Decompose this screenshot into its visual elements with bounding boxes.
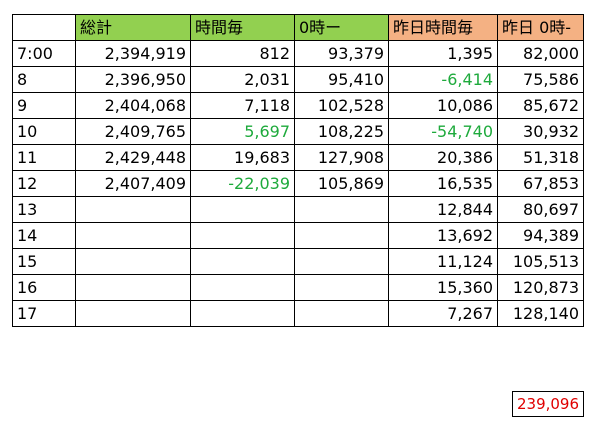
row-label-cell[interactable]: 13 <box>12 196 76 223</box>
yesterday-from-zero-cell[interactable]: 120,873 <box>497 274 584 301</box>
data-table: 総計 時間毎 0時ー 昨日時間毎 昨日 0時- 7:00 2,394,919 812… <box>12 14 584 327</box>
row-label-cell[interactable]: 8 <box>12 66 76 93</box>
from-zero-cell[interactable]: 93,379 <box>294 40 389 67</box>
hourly-cell[interactable] <box>190 222 295 249</box>
total-cell[interactable]: 2,396,950 <box>75 66 191 93</box>
row-label-cell[interactable]: 10 <box>12 118 76 145</box>
table-row: 7:00 2,394,919 812 93,379 1,395 82,000 <box>12 40 584 67</box>
total-cell[interactable] <box>75 222 191 249</box>
table-row: 13 12,844 80,697 <box>12 196 584 223</box>
table-row: 9 2,404,068 7,118 102,528 10,086 85,672 <box>12 92 584 119</box>
yesterday-from-zero-cell[interactable]: 85,672 <box>497 92 584 119</box>
yesterday-hourly-cell[interactable]: -6,414 <box>388 66 498 93</box>
yesterday-hourly-cell[interactable]: 1,395 <box>388 40 498 67</box>
total-cell[interactable]: 2,407,409 <box>75 170 191 197</box>
from-zero-cell[interactable] <box>294 274 389 301</box>
header-blank-cell[interactable] <box>12 14 76 41</box>
yesterday-hourly-cell[interactable]: 7,267 <box>388 300 498 327</box>
table-row: 16 15,360 120,873 <box>12 274 584 301</box>
yesterday-hourly-cell[interactable]: 15,360 <box>388 274 498 301</box>
hourly-cell[interactable]: -22,039 <box>190 170 295 197</box>
yesterday-hourly-cell[interactable]: 10,086 <box>388 92 498 119</box>
hourly-cell[interactable] <box>190 274 295 301</box>
yesterday-from-zero-cell[interactable]: 30,932 <box>497 118 584 145</box>
from-zero-cell[interactable]: 105,869 <box>294 170 389 197</box>
yesterday-hourly-cell[interactable]: 12,844 <box>388 196 498 223</box>
hourly-cell[interactable]: 5,697 <box>190 118 295 145</box>
header-row: 総計 時間毎 0時ー 昨日時間毎 昨日 0時- <box>12 14 584 41</box>
row-label-cell[interactable]: 14 <box>12 222 76 249</box>
table-row: 12 2,407,409 -22,039 105,869 16,535 67,853 <box>12 170 584 197</box>
total-cell[interactable] <box>75 196 191 223</box>
yesterday-from-zero-cell[interactable]: 75,586 <box>497 66 584 93</box>
hourly-cell[interactable]: 7,118 <box>190 92 295 119</box>
from-zero-cell[interactable]: 127,908 <box>294 144 389 171</box>
row-label-cell[interactable]: 16 <box>12 274 76 301</box>
yesterday-from-zero-cell[interactable]: 105,513 <box>497 248 584 275</box>
header-hourly[interactable]: 時間毎 <box>190 14 295 41</box>
header-total[interactable]: 総計 <box>75 14 191 41</box>
hourly-cell[interactable] <box>190 196 295 223</box>
row-label-cell[interactable]: 12 <box>12 170 76 197</box>
total-cell[interactable]: 2,404,068 <box>75 92 191 119</box>
yesterday-from-zero-cell[interactable]: 94,389 <box>497 222 584 249</box>
hourly-cell[interactable]: 19,683 <box>190 144 295 171</box>
header-yesterday-hourly[interactable]: 昨日時間毎 <box>388 14 498 41</box>
total-box[interactable]: 239,096 <box>512 391 584 417</box>
from-zero-cell[interactable] <box>294 300 389 327</box>
total-cell[interactable] <box>75 300 191 327</box>
table-row: 10 2,409,765 5,697 108,225 -54,740 30,932 <box>12 118 584 145</box>
yesterday-from-zero-cell[interactable]: 51,318 <box>497 144 584 171</box>
yesterday-from-zero-cell[interactable]: 80,697 <box>497 196 584 223</box>
hourly-cell[interactable] <box>190 300 295 327</box>
hourly-cell[interactable]: 812 <box>190 40 295 67</box>
row-label-cell[interactable]: 17 <box>12 300 76 327</box>
from-zero-cell[interactable]: 95,410 <box>294 66 389 93</box>
yesterday-hourly-cell[interactable]: 20,386 <box>388 144 498 171</box>
from-zero-cell[interactable] <box>294 196 389 223</box>
total-cell[interactable]: 2,394,919 <box>75 40 191 67</box>
yesterday-hourly-cell[interactable]: 11,124 <box>388 248 498 275</box>
table-row: 11 2,429,448 19,683 127,908 20,386 51,318 <box>12 144 584 171</box>
total-cell[interactable] <box>75 274 191 301</box>
header-yesterday-from-zero[interactable]: 昨日 0時- <box>497 14 584 41</box>
yesterday-hourly-cell[interactable]: 13,692 <box>388 222 498 249</box>
row-label-cell[interactable]: 15 <box>12 248 76 275</box>
from-zero-cell[interactable]: 108,225 <box>294 118 389 145</box>
from-zero-cell[interactable]: 102,528 <box>294 92 389 119</box>
yesterday-from-zero-cell[interactable]: 67,853 <box>497 170 584 197</box>
header-from-zero[interactable]: 0時ー <box>294 14 389 41</box>
hourly-cell[interactable]: 2,031 <box>190 66 295 93</box>
yesterday-from-zero-cell[interactable]: 82,000 <box>497 40 584 67</box>
yesterday-hourly-cell[interactable]: -54,740 <box>388 118 498 145</box>
from-zero-cell[interactable] <box>294 222 389 249</box>
total-cell[interactable]: 2,429,448 <box>75 144 191 171</box>
total-cell[interactable] <box>75 248 191 275</box>
yesterday-hourly-cell[interactable]: 16,535 <box>388 170 498 197</box>
row-label-cell[interactable]: 9 <box>12 92 76 119</box>
total-cell[interactable]: 2,409,765 <box>75 118 191 145</box>
hourly-cell[interactable] <box>190 248 295 275</box>
row-label-cell[interactable]: 11 <box>12 144 76 171</box>
from-zero-cell[interactable] <box>294 248 389 275</box>
row-label-cell[interactable]: 7:00 <box>12 40 76 67</box>
table-row: 15 11,124 105,513 <box>12 248 584 275</box>
table-row: 17 7,267 128,140 <box>12 300 584 327</box>
yesterday-from-zero-cell[interactable]: 128,140 <box>497 300 584 327</box>
table-row: 8 2,396,950 2,031 95,410 -6,414 75,586 <box>12 66 584 93</box>
table-row: 14 13,692 94,389 <box>12 222 584 249</box>
